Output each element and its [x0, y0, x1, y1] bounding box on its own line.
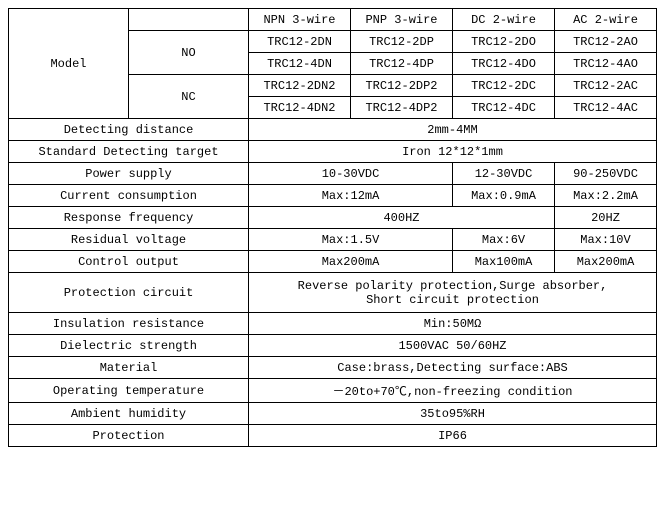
spec-label: Current consumption: [9, 185, 249, 207]
spec-label: Power supply: [9, 163, 249, 185]
model-cell: TRC12-4DC: [453, 97, 555, 119]
spec-label: Protection circuit: [9, 273, 249, 313]
table-row: Model NPN 3-wire PNP 3-wire DC 2-wire AC…: [9, 9, 657, 31]
model-cell: TRC12-2DN: [249, 31, 351, 53]
spec-value: Case:brass,Detecting surface:ABS: [249, 357, 657, 379]
table-row: Protection IP66: [9, 425, 657, 447]
spec-label: Material: [9, 357, 249, 379]
spec-value: Min:50MΩ: [249, 313, 657, 335]
spec-label: Operating temperature: [9, 379, 249, 403]
spec-label: Insulation resistance: [9, 313, 249, 335]
spec-value: Reverse polarity protection,Surge absorb…: [249, 273, 657, 313]
spec-label: Detecting distance: [9, 119, 249, 141]
spec-label: Residual voltage: [9, 229, 249, 251]
table-row: Material Case:brass,Detecting surface:AB…: [9, 357, 657, 379]
model-cell: TRC12-4DO: [453, 53, 555, 75]
model-cell: TRC12-4AO: [555, 53, 657, 75]
table-row: Control output Max200mA Max100mA Max200m…: [9, 251, 657, 273]
no-label: NO: [129, 31, 249, 75]
spec-value: 35to95%RH: [249, 403, 657, 425]
table-row: Power supply 10-30VDC 12-30VDC 90-250VDC: [9, 163, 657, 185]
col-header: DC 2-wire: [453, 9, 555, 31]
model-cell: TRC12-2DP: [351, 31, 453, 53]
spec-value: 10-30VDC: [249, 163, 453, 185]
model-cell: TRC12-2AO: [555, 31, 657, 53]
table-row: Residual voltage Max:1.5V Max:6V Max:10V: [9, 229, 657, 251]
spec-label: Dielectric strength: [9, 335, 249, 357]
model-cell: TRC12-4DP2: [351, 97, 453, 119]
model-cell: TRC12-4DP: [351, 53, 453, 75]
col-header: AC 2-wire: [555, 9, 657, 31]
spec-value: Max:10V: [555, 229, 657, 251]
spec-value: 12-30VDC: [453, 163, 555, 185]
spec-value: IP66: [249, 425, 657, 447]
model-cell: TRC12-2DP2: [351, 75, 453, 97]
table-row: Protection circuit Reverse polarity prot…: [9, 273, 657, 313]
table-row: Standard Detecting target Iron 12*12*1mm: [9, 141, 657, 163]
spec-label: Control output: [9, 251, 249, 273]
spec-value: 90-250VDC: [555, 163, 657, 185]
spec-value: Max200mA: [249, 251, 453, 273]
spec-value: －20to+70℃,non-freezing condition: [249, 379, 657, 403]
spec-value: Max:12mA: [249, 185, 453, 207]
spec-value: Max100mA: [453, 251, 555, 273]
spec-value: Iron 12*12*1mm: [249, 141, 657, 163]
spec-value: 1500VAC 50/60HZ: [249, 335, 657, 357]
table-row: Response frequency 400HZ 20HZ: [9, 207, 657, 229]
spec-table: Model NPN 3-wire PNP 3-wire DC 2-wire AC…: [8, 8, 657, 447]
nc-label: NC: [129, 75, 249, 119]
model-cell: TRC12-4AC: [555, 97, 657, 119]
model-cell: TRC12-4DN: [249, 53, 351, 75]
model-cell: TRC12-2DC: [453, 75, 555, 97]
model-cell: TRC12-2AC: [555, 75, 657, 97]
table-row: Dielectric strength 1500VAC 50/60HZ: [9, 335, 657, 357]
blank-cell: [129, 9, 249, 31]
col-header: NPN 3-wire: [249, 9, 351, 31]
spec-label: Standard Detecting target: [9, 141, 249, 163]
table-row: Ambient humidity 35to95%RH: [9, 403, 657, 425]
spec-value: Max200mA: [555, 251, 657, 273]
spec-value: Max:6V: [453, 229, 555, 251]
spec-label: Response frequency: [9, 207, 249, 229]
table-row: Insulation resistance Min:50MΩ: [9, 313, 657, 335]
spec-value: Max:1.5V: [249, 229, 453, 251]
spec-value: 400HZ: [249, 207, 555, 229]
model-cell: TRC12-2DO: [453, 31, 555, 53]
spec-label: Ambient humidity: [9, 403, 249, 425]
spec-value: Max:2.2mA: [555, 185, 657, 207]
col-header: PNP 3-wire: [351, 9, 453, 31]
spec-value: 20HZ: [555, 207, 657, 229]
table-row: Detecting distance 2mm-4MM: [9, 119, 657, 141]
model-label: Model: [9, 9, 129, 119]
model-cell: TRC12-2DN2: [249, 75, 351, 97]
model-cell: TRC12-4DN2: [249, 97, 351, 119]
spec-value: Max:0.9mA: [453, 185, 555, 207]
table-row: Current consumption Max:12mA Max:0.9mA M…: [9, 185, 657, 207]
spec-value: 2mm-4MM: [249, 119, 657, 141]
spec-label: Protection: [9, 425, 249, 447]
table-row: Operating temperature －20to+70℃,non-free…: [9, 379, 657, 403]
